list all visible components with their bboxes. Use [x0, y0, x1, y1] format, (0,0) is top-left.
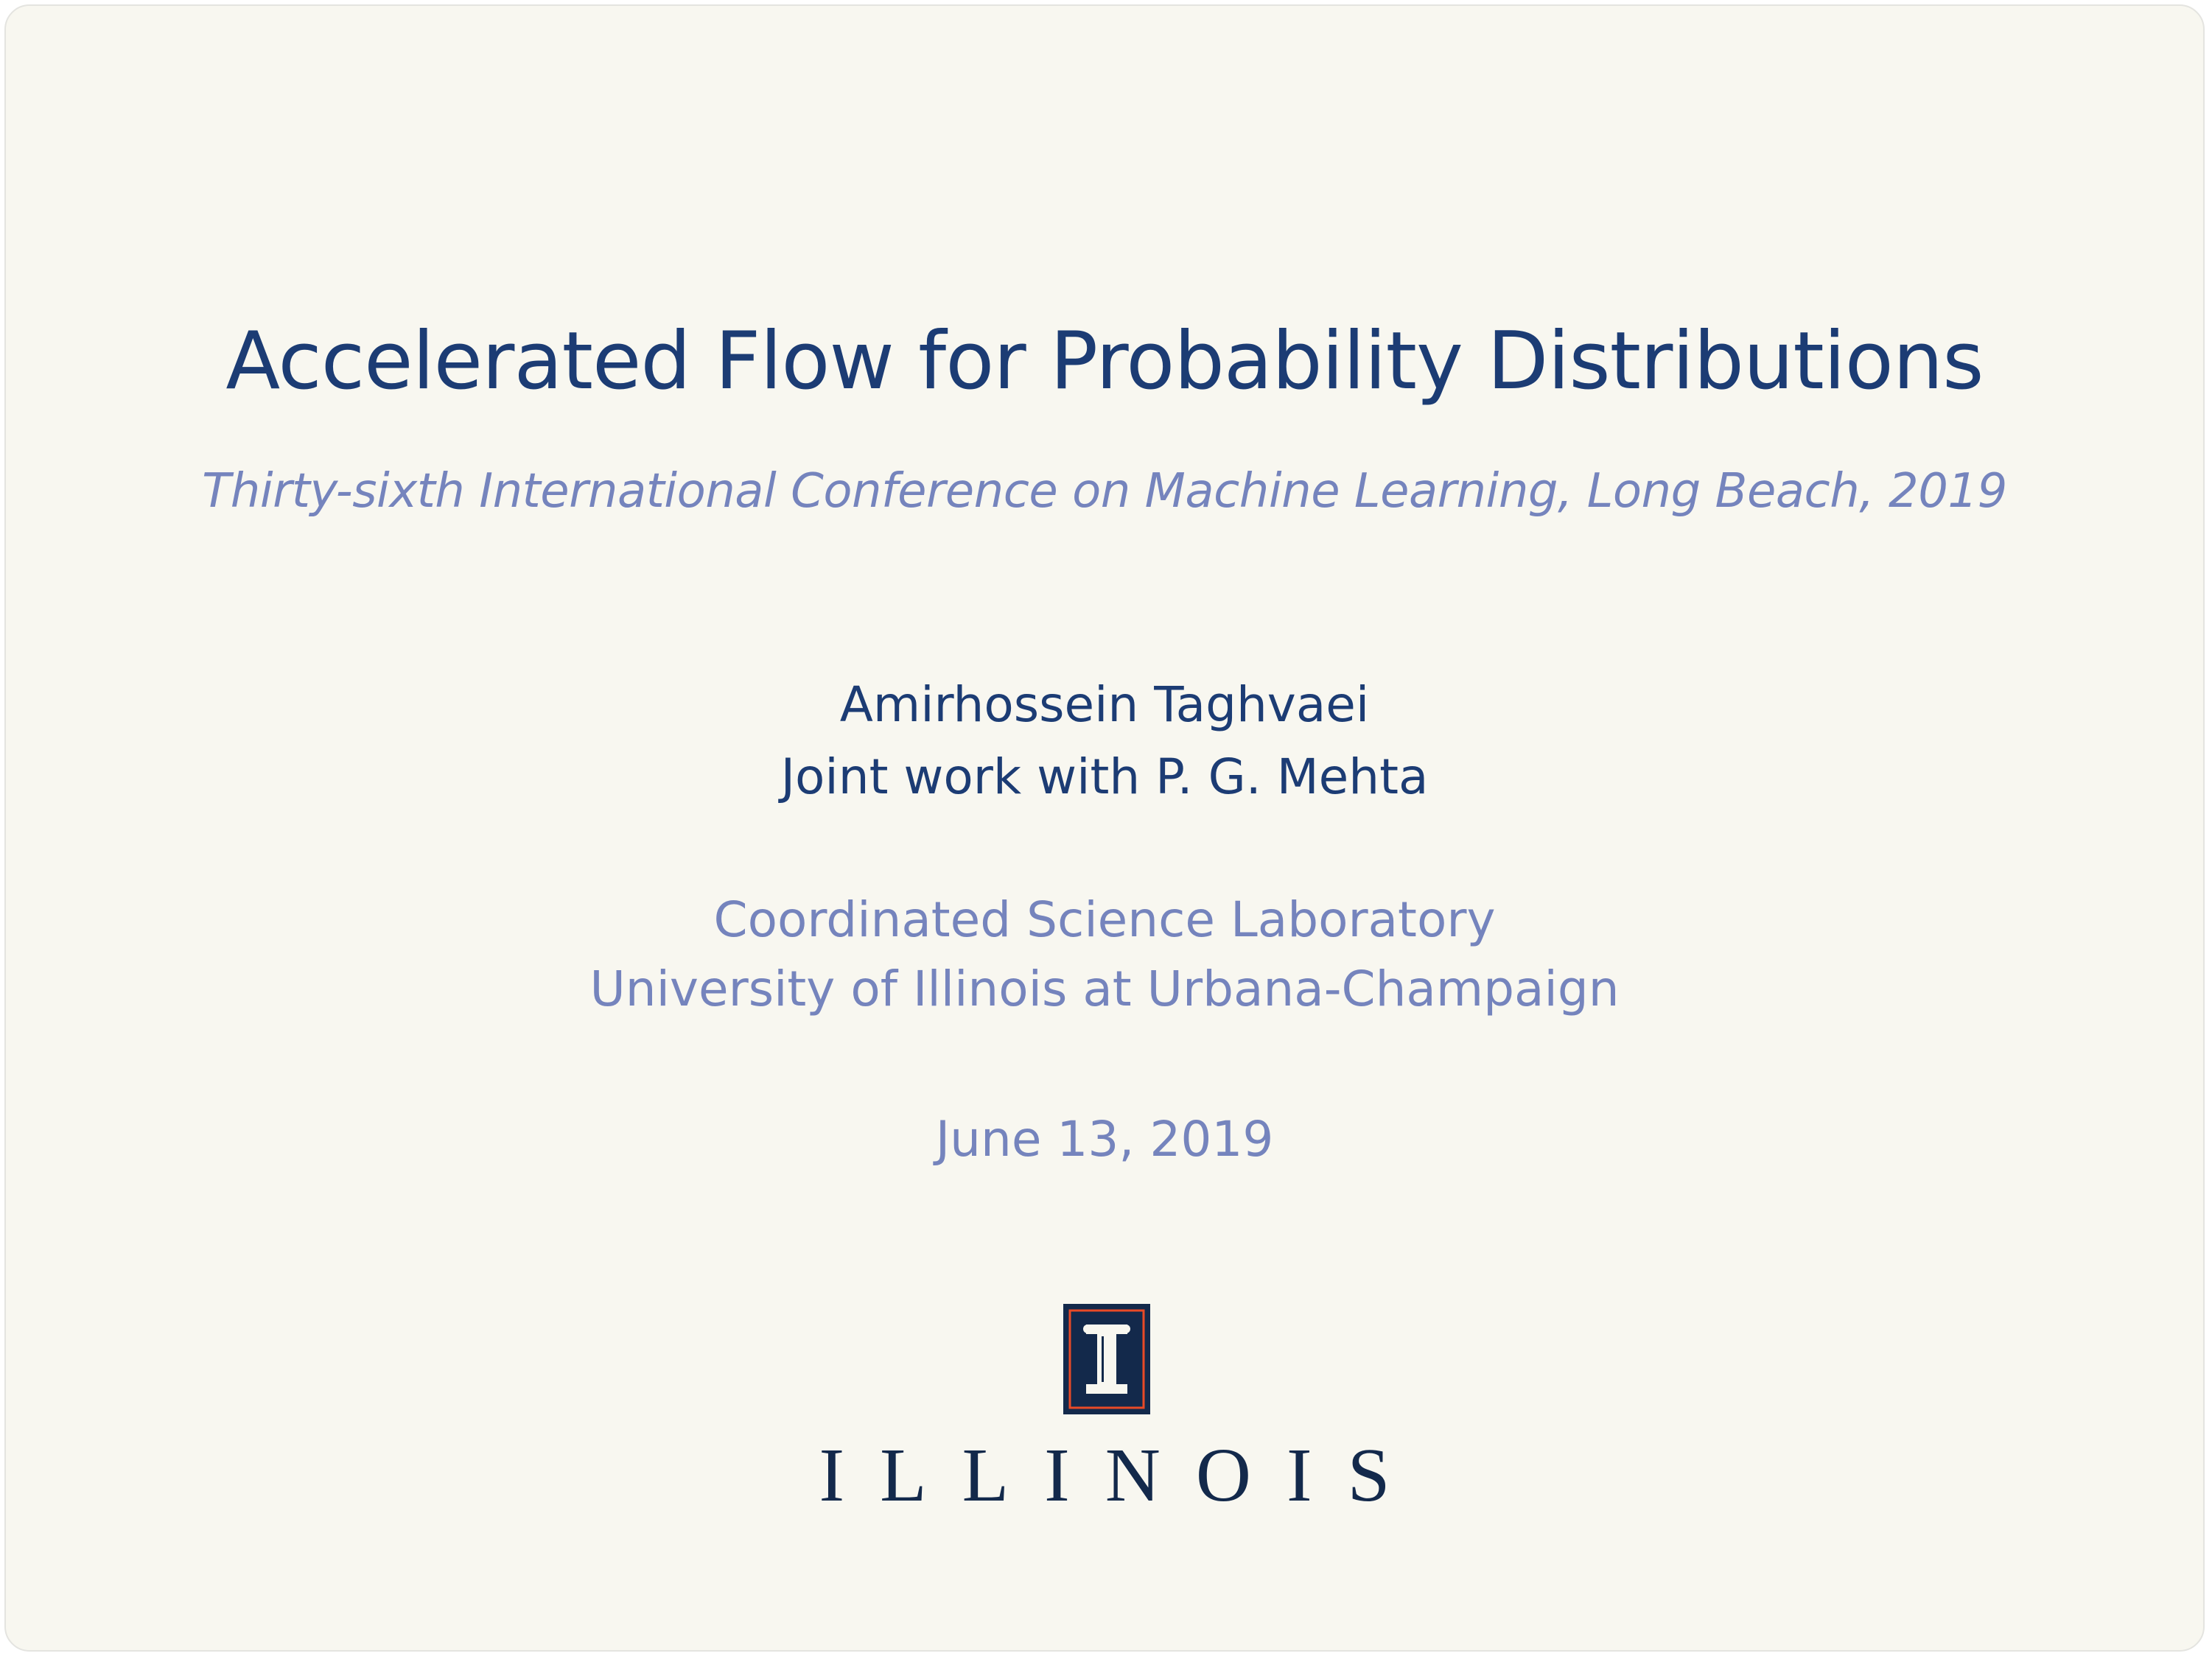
slide-title: Accelerated Flow for Probability Distrib… [225, 315, 1984, 407]
institute-line-2: University of Illinois at Urbana-Champai… [589, 961, 1620, 1017]
slide-subtitle: Thirty-sixth International Conference on… [202, 464, 2007, 519]
title-slide: Accelerated Flow for Probability Distrib… [4, 4, 2205, 1652]
joint-work-line: Joint work with P. G. Mehta [780, 748, 1429, 805]
illinois-block-i-icon [1063, 1304, 1150, 1414]
institute-line-1: Coordinated Science Laboratory [713, 891, 1496, 948]
presentation-date: June 13, 2019 [935, 1111, 1274, 1168]
illinois-wordmark: ILLINOIS [819, 1433, 1426, 1518]
author-name: Amirhossein Taghvaei [839, 676, 1370, 733]
